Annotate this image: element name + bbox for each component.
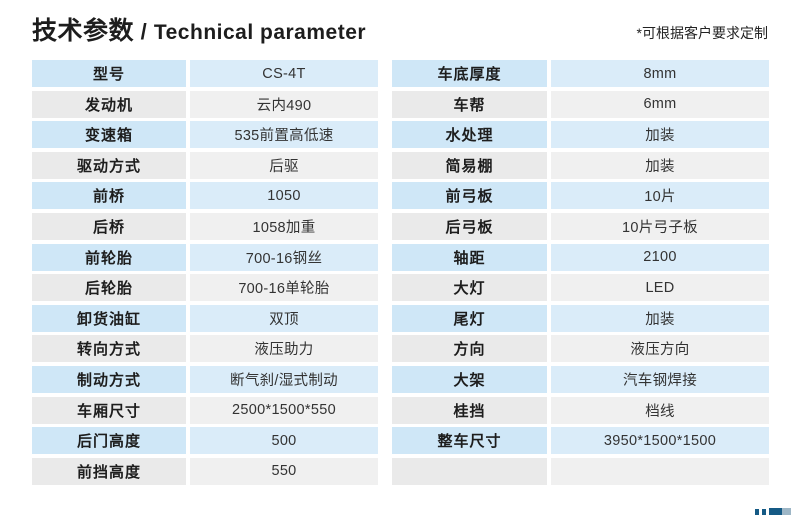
spec-label: 轴距 (392, 243, 547, 271)
spec-label: 前桥 (32, 182, 186, 210)
spec-value: 10片 (551, 182, 769, 210)
spec-value: 加装 (551, 304, 769, 332)
spec-label: 大灯 (392, 274, 547, 302)
table-row: 轴距 2100 (392, 243, 769, 271)
spec-value: 2100 (551, 243, 769, 271)
spec-value: 8mm (551, 60, 769, 87)
table-row: 大架 汽车钢焊接 (392, 365, 769, 393)
table-row: 大灯 LED (392, 274, 769, 302)
spec-label: 发动机 (32, 90, 186, 118)
table-row: 驱动方式 后驱 (32, 151, 378, 179)
spec-value: 断气刹/湿式制动 (190, 365, 378, 393)
spec-value: 加装 (551, 121, 769, 149)
table-row: 后桥 1058加重 (32, 212, 378, 240)
spec-value: 液压方向 (551, 335, 769, 363)
logo-dot-icon (755, 509, 759, 515)
spec-label: 前轮胎 (32, 243, 186, 271)
spec-label: 驱动方式 (32, 151, 186, 179)
spec-label: 转向方式 (32, 335, 186, 363)
spec-label: 卸货油缸 (32, 304, 186, 332)
spec-value: 6mm (551, 90, 769, 118)
table-row: 车帮 6mm (392, 90, 769, 118)
spec-value: 1058加重 (190, 212, 378, 240)
spec-value: 700-16钢丝 (190, 243, 378, 271)
spec-label: 变速箱 (32, 121, 186, 149)
spec-label: 前挡高度 (32, 457, 186, 485)
page-title-en: Technical parameter (153, 21, 367, 44)
spec-label: 后桥 (32, 212, 186, 240)
table-row: 转向方式 液压助力 (32, 335, 378, 363)
spec-value: 汽车钢焊接 (551, 365, 769, 393)
table-row: 车厢尺寸 2500*1500*550 (32, 396, 378, 424)
spec-label: 车底厚度 (392, 60, 547, 87)
spec-value: 535前置高低速 (190, 121, 378, 149)
table-row: 方向 液压方向 (392, 335, 769, 363)
spec-value: CS-4T (190, 60, 378, 87)
table-row: 后轮胎 700-16单轮胎 (32, 274, 378, 302)
table-row: 前挡高度 550 (32, 457, 378, 485)
logo-bar-icon (769, 508, 791, 515)
table-row: 后弓板 10片弓子板 (392, 212, 769, 240)
spec-value: 档线 (551, 396, 769, 424)
spec-value: 2500*1500*550 (190, 396, 378, 424)
spec-label (392, 457, 547, 485)
logo-dot-icon (762, 509, 766, 515)
spec-label: 后轮胎 (32, 274, 186, 302)
table-row (392, 457, 769, 485)
spec-label: 整车尺寸 (392, 427, 547, 455)
spec-value: 3950*1500*1500 (551, 427, 769, 455)
spec-label: 桂挡 (392, 396, 547, 424)
left-spec-table: 型号 CS-4T 发动机 云内490 变速箱 535前置高低速 驱动方式 后驱 前桥 1050 后桥… (32, 60, 378, 488)
table-row: 前桥 1050 (32, 182, 378, 210)
spec-tables-container: 型号 CS-4T 发动机 云内490 变速箱 535前置高低速 驱动方式 后驱 前桥 1050 后桥… (32, 60, 769, 488)
page-title-zh: 技术参数 (32, 17, 135, 45)
spec-value: 双顶 (190, 304, 378, 332)
spec-label: 大架 (392, 365, 547, 393)
spec-value: 500 (190, 427, 378, 455)
spec-label: 前弓板 (392, 182, 547, 210)
table-row: 车底厚度 8mm (392, 60, 769, 87)
page-header: 技术参数 / Technical parameter *可根据客户要求定制 (32, 16, 768, 46)
spec-value: 加装 (551, 151, 769, 179)
spec-value: 700-16单轮胎 (190, 274, 378, 302)
spec-label: 车厢尺寸 (32, 396, 186, 424)
spec-label: 简易棚 (392, 151, 547, 179)
right-spec-table: 车底厚度 8mm 车帮 6mm 水处理 加装 简易棚 加装 前弓板 10片 后弓板 10片弓子板 轴距 2… (392, 60, 769, 488)
table-row: 尾灯 加装 (392, 304, 769, 332)
table-row: 前弓板 10片 (392, 182, 769, 210)
spec-value: 后驱 (190, 151, 378, 179)
table-row: 发动机 云内490 (32, 90, 378, 118)
spec-value: 550 (190, 457, 378, 485)
table-row: 前轮胎 700-16钢丝 (32, 243, 378, 271)
spec-label: 水处理 (392, 121, 547, 149)
spec-value: 液压助力 (190, 335, 378, 363)
table-row: 卸货油缸 双顶 (32, 304, 378, 332)
spec-label: 方向 (392, 335, 547, 363)
spec-label: 型号 (32, 60, 186, 87)
spec-value: 1050 (190, 182, 378, 210)
spec-label: 后门高度 (32, 427, 186, 455)
table-row: 水处理 加装 (392, 121, 769, 149)
table-row: 型号 CS-4T (32, 60, 378, 87)
customization-note: *可根据客户要求定制 (636, 25, 768, 41)
table-row: 简易棚 加装 (392, 151, 769, 179)
table-row: 制动方式 断气刹/湿式制动 (32, 365, 378, 393)
spec-label: 后弓板 (392, 212, 547, 240)
spec-value: LED (551, 274, 769, 302)
spec-value: 云内490 (190, 90, 378, 118)
logo-mark (755, 507, 791, 515)
spec-label: 车帮 (392, 90, 547, 118)
spec-value (551, 457, 769, 485)
page-title: 技术参数 / Technical parameter (32, 16, 366, 46)
spec-label: 尾灯 (392, 304, 547, 332)
page-title-separator: / (134, 19, 154, 44)
table-row: 整车尺寸 3950*1500*1500 (392, 427, 769, 455)
spec-value: 10片弓子板 (551, 212, 769, 240)
table-row: 桂挡 档线 (392, 396, 769, 424)
table-row: 后门高度 500 (32, 427, 378, 455)
table-row: 变速箱 535前置高低速 (32, 121, 378, 149)
spec-label: 制动方式 (32, 365, 186, 393)
